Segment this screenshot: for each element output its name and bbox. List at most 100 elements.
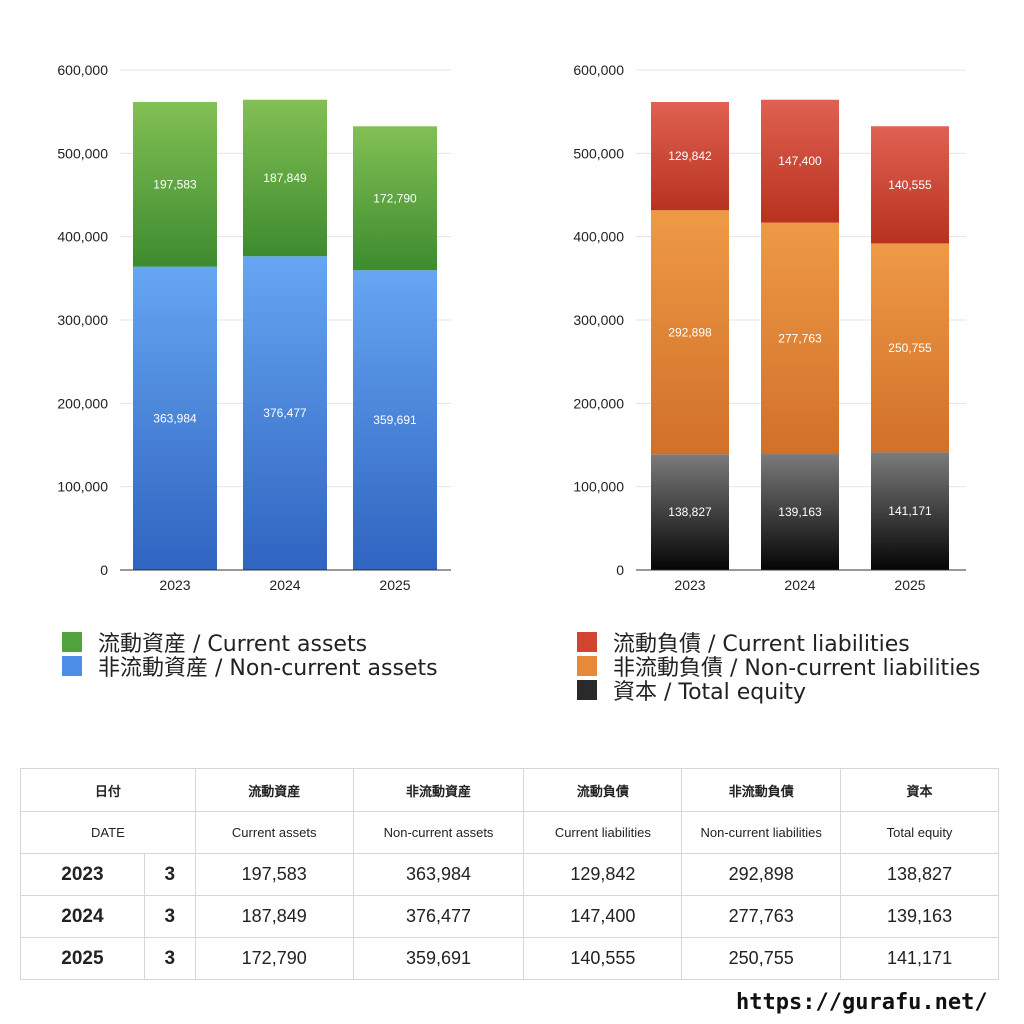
legend-swatch (62, 656, 82, 676)
cell-current-liabilities: 140,555 (523, 937, 683, 980)
y-tick-label: 300,000 (573, 312, 624, 328)
y-tick-label: 400,000 (57, 229, 108, 245)
cell-current-liabilities: 129,842 (523, 853, 683, 896)
row-year: 2023 (20, 853, 145, 896)
row-month: 3 (143, 895, 196, 938)
header-non-current-assets-en: Non-current assets (352, 811, 525, 854)
data-label: 292,898 (668, 325, 712, 339)
bar-segment (133, 266, 217, 570)
data-label: 187,849 (263, 171, 307, 185)
cell-current-assets: 172,790 (194, 937, 354, 980)
bar-segment (651, 454, 729, 570)
y-tick-label: 500,000 (573, 145, 624, 161)
header-date-en: DATE (20, 811, 196, 854)
table-header-jp: 日付 流動資産 非流動資産 流動負債 非流動負債 資本 (20, 768, 999, 812)
y-tick-label: 0 (100, 562, 108, 578)
liabilities-equity-chart: 0 100,000 200,000 300,000 400,000 500,000 600,… (573, 62, 966, 593)
bar-segment (651, 102, 729, 211)
bar-segment (761, 454, 839, 570)
legend-item-non-current-liabilities: 非流動負債 / Non-current liabilities (577, 654, 980, 681)
bar-segment (133, 102, 217, 267)
table-header-en: DATE Current assets Non-current assets C… (20, 811, 999, 854)
cell-total-equity: 141,171 (840, 937, 999, 980)
charts-canvas: 0 100,000 200,000 300,000 400,000 500,000 600,… (57, 62, 966, 593)
x-tick-label: 2024 (784, 577, 815, 593)
legend-item-current-liabilities: 流動負債 / Current liabilities (577, 630, 980, 657)
legend-label: 流動負債 / Current liabilities (613, 632, 910, 657)
legend-label: 資本 / Total equity (613, 680, 806, 705)
x-tick-label: 2023 (674, 577, 705, 593)
y-tick-label: 200,000 (573, 395, 624, 411)
site-url: https://gurafu.net/ (736, 990, 988, 1015)
data-label: 139,163 (778, 505, 822, 519)
data-label: 359,691 (373, 413, 417, 427)
row-year: 2025 (20, 937, 145, 980)
data-label: 138,827 (668, 505, 712, 519)
header-current-assets-en: Current assets (194, 811, 354, 854)
header-current-assets-jp: 流動資産 (194, 768, 354, 812)
data-label: 376,477 (263, 406, 307, 420)
bar-segment (651, 210, 729, 455)
row-year: 2024 (20, 895, 145, 938)
data-label: 147,400 (778, 154, 822, 168)
legend-swatch (62, 632, 82, 652)
legend-swatch (577, 656, 597, 676)
data-label: 172,790 (373, 191, 417, 205)
cell-non-current-assets: 363,984 (352, 853, 525, 896)
assets-legend: 流動資産 / Current assets 非流動資産 / Non-curren… (62, 630, 438, 681)
bar-segment (761, 99, 839, 223)
table-row: 2025 3 172,790 359,691 140,555 250,755 1… (20, 937, 999, 980)
header-current-liabilities-jp: 流動負債 (523, 768, 683, 812)
x-tick-label: 2025 (894, 577, 925, 593)
header-equity-jp: 資本 (840, 768, 999, 812)
y-tick-label: 600,000 (57, 62, 108, 78)
bar-segment (353, 270, 437, 570)
legend-swatch (577, 680, 597, 700)
header-non-current-assets-jp: 非流動資産 (352, 768, 525, 812)
x-tick-label: 2025 (379, 577, 410, 593)
cell-non-current-liabilities: 292,898 (681, 853, 842, 896)
assets-chart: 0 100,000 200,000 300,000 400,000 500,000 600,… (57, 62, 451, 593)
cell-total-equity: 138,827 (840, 853, 999, 896)
legend-item-non-current-assets: 非流動資産 / Non-current assets (62, 654, 438, 681)
row-month: 3 (143, 853, 196, 896)
bar-segment (871, 126, 949, 244)
balance-sheet-table: 日付 流動資産 非流動資産 流動負債 非流動負債 資本 DATE Current… (20, 768, 999, 980)
bar-segment (871, 452, 949, 570)
y-tick-label: 100,000 (573, 479, 624, 495)
cell-non-current-liabilities: 277,763 (681, 895, 842, 938)
cell-total-equity: 139,163 (840, 895, 999, 938)
legend-swatch (577, 632, 597, 652)
y-tick-label: 0 (616, 562, 624, 578)
header-non-current-liabilities-jp: 非流動負債 (681, 768, 842, 812)
data-label: 140,555 (888, 178, 932, 192)
header-current-liabilities-en: Current liabilities (523, 811, 683, 854)
table-row: 2024 3 187,849 376,477 147,400 277,763 1… (20, 895, 999, 938)
header-date-jp: 日付 (20, 768, 196, 812)
y-tick-label: 200,000 (57, 395, 108, 411)
y-tick-label: 600,000 (573, 62, 624, 78)
data-label: 129,842 (668, 149, 712, 163)
header-equity-en: Total equity (840, 811, 999, 854)
data-label: 250,755 (888, 341, 932, 355)
data-label: 197,583 (153, 177, 197, 191)
data-label: 141,171 (888, 504, 932, 518)
row-month: 3 (143, 937, 196, 980)
y-tick-label: 500,000 (57, 145, 108, 161)
bar-segment (243, 256, 327, 570)
legend-label: 流動資産 / Current assets (98, 632, 368, 657)
legend-item-total-equity: 資本 / Total equity (577, 678, 980, 705)
y-tick-label: 300,000 (57, 312, 108, 328)
table-row: 2023 3 197,583 363,984 129,842 292,898 1… (20, 853, 999, 896)
legend-item-current-assets: 流動資産 / Current assets (62, 630, 438, 657)
cell-non-current-assets: 359,691 (352, 937, 525, 980)
cell-non-current-assets: 376,477 (352, 895, 525, 938)
legend-label: 非流動資産 / Non-current assets (98, 656, 438, 681)
cell-current-assets: 197,583 (194, 853, 354, 896)
bar-segment (243, 99, 327, 257)
x-tick-label: 2023 (159, 577, 190, 593)
cell-non-current-liabilities: 250,755 (681, 937, 842, 980)
data-label: 363,984 (153, 411, 197, 425)
data-label: 277,763 (778, 331, 822, 345)
bar-segment (761, 222, 839, 455)
